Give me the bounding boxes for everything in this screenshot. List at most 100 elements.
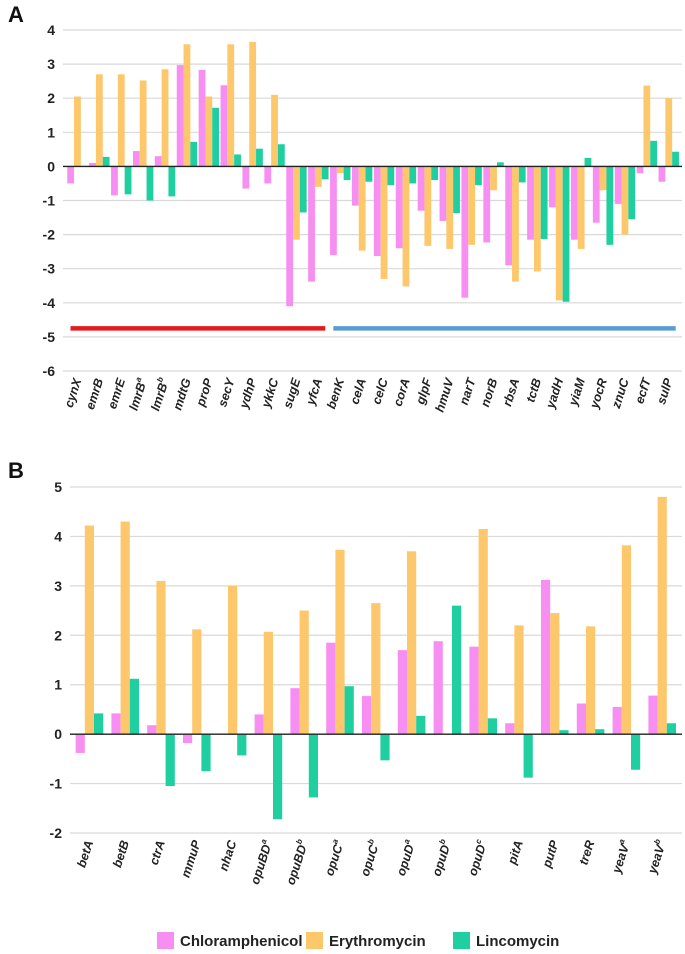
panel-a-chart: A-6-5-4-3-2-101234cynXemrBemrElmrBalmrBb… bbox=[8, 2, 682, 414]
bar-chloramphenicol-glpF bbox=[417, 166, 425, 211]
y-tick-label: -2 bbox=[43, 227, 56, 243]
bar-chloramphenicol-ecfT bbox=[636, 166, 644, 174]
bar-lincomycin-celA bbox=[365, 166, 373, 182]
x-tick-name: yiaM bbox=[566, 376, 588, 408]
bar-chloramphenicol-opuBD-a bbox=[254, 714, 264, 735]
x-tick-label: betB bbox=[110, 839, 132, 870]
y-tick-label: 2 bbox=[47, 90, 55, 106]
x-tick-name: narT bbox=[457, 375, 479, 406]
x-tick-label: benK bbox=[324, 376, 347, 411]
x-tick-superscript: a bbox=[330, 837, 340, 845]
bar-erythromycin-opuC-a bbox=[335, 549, 345, 735]
legend-label: Erythromycin bbox=[329, 933, 426, 950]
x-tick-label: opuBDa bbox=[246, 837, 275, 886]
bar-erythromycin-glpF bbox=[424, 166, 432, 246]
bar-lincomycin-tctB bbox=[540, 166, 548, 240]
panel-label: B bbox=[8, 458, 24, 483]
x-tick-name: opuC bbox=[322, 842, 345, 878]
x-tick-name: yeaV bbox=[645, 842, 668, 877]
x-tick-superscript: a bbox=[259, 837, 269, 845]
x-tick-name: opuC bbox=[358, 842, 381, 878]
x-tick-label: celC bbox=[369, 376, 391, 406]
bar-chloramphenicol-emrE bbox=[111, 166, 118, 196]
bar-chloramphenicol-yocR bbox=[592, 166, 600, 223]
x-tick-name: treR bbox=[576, 839, 597, 867]
y-tick-label: -2 bbox=[50, 825, 63, 841]
bar-chloramphenicol-opuD-b bbox=[433, 641, 443, 735]
x-tick-label: opuCa bbox=[320, 837, 347, 877]
x-tick-label: rbsA bbox=[500, 377, 522, 408]
bar-erythromycin-rbsA bbox=[512, 166, 519, 282]
y-tick-label: 0 bbox=[47, 158, 55, 174]
x-tick-name: ykkC bbox=[259, 376, 282, 411]
x-tick-name: hmuV bbox=[433, 375, 458, 414]
bar-erythromycin-narT bbox=[468, 166, 476, 245]
bar-lincomycin-betB bbox=[129, 678, 139, 735]
x-tick-label: lmrBa bbox=[125, 375, 151, 412]
x-tick-name: mdtG bbox=[170, 376, 193, 412]
bar-erythromycin-betB bbox=[120, 521, 130, 735]
bar-chloramphenicol-yeaV-b bbox=[648, 695, 658, 735]
x-tick-label: opuDa bbox=[392, 837, 419, 877]
x-tick-superscript: b bbox=[294, 838, 304, 846]
bar-erythromycin-opuD-c bbox=[478, 529, 488, 735]
bar-erythromycin-yeaV-b bbox=[657, 496, 667, 735]
bar-chloramphenicol-sugE bbox=[286, 166, 294, 307]
x-tick-superscript: b bbox=[652, 838, 662, 846]
bar-erythromycin-ykkC bbox=[271, 94, 278, 167]
bar-lincomycin-hmuV bbox=[453, 166, 460, 214]
bar-lincomycin-lmrB-a bbox=[146, 166, 154, 201]
x-tick-name: nhaC bbox=[216, 838, 239, 873]
x-tick-label: tctB bbox=[523, 377, 544, 404]
x-tick-name: putP bbox=[539, 838, 561, 870]
bar-erythromycin-putP bbox=[550, 613, 560, 735]
x-tick-label: emrB bbox=[83, 377, 106, 412]
x-tick-label: ctrA bbox=[147, 839, 168, 867]
legend-label: Lincomycin bbox=[476, 933, 559, 950]
x-tick-name: emrB bbox=[83, 377, 106, 412]
x-tick-superscript: c bbox=[473, 837, 483, 845]
x-tick-label: lmrBb bbox=[146, 376, 172, 413]
x-tick-name: benK bbox=[324, 376, 347, 411]
x-tick-label: znuC bbox=[609, 376, 632, 411]
y-tick-label: 4 bbox=[47, 22, 55, 38]
bar-lincomycin-sugE bbox=[299, 166, 307, 213]
x-tick-label: mmuP bbox=[179, 838, 204, 879]
x-tick-name: znuC bbox=[609, 376, 632, 411]
bar-chloramphenicol-emrB bbox=[89, 162, 96, 167]
x-tick-name: lmrB bbox=[148, 381, 170, 412]
x-tick-name: celA bbox=[348, 377, 369, 406]
bar-erythromycin-yfcA bbox=[314, 166, 322, 187]
bar-chloramphenicol-treR bbox=[576, 703, 586, 735]
bar-lincomycin-lmrB-b bbox=[168, 166, 176, 197]
bar-chloramphenicol-znuC bbox=[614, 166, 622, 204]
legend-label: Chloramphenicol bbox=[180, 933, 303, 950]
bar-erythromycin-proP bbox=[205, 96, 213, 167]
x-tick-label: pitA bbox=[505, 839, 526, 867]
legend-swatch-erythromycin bbox=[306, 932, 323, 949]
bar-lincomycin-treR bbox=[595, 729, 605, 735]
bar-erythromycin-hmuV bbox=[446, 166, 454, 249]
bar-lincomycin-betA bbox=[94, 713, 104, 735]
x-tick-superscript: b bbox=[155, 376, 165, 384]
bar-erythromycin-znuC bbox=[621, 166, 629, 235]
x-tick-superscript: a bbox=[133, 375, 143, 383]
y-tick-label: -4 bbox=[43, 295, 56, 311]
bar-erythromycin-betA bbox=[84, 525, 94, 735]
bar-lincomycin-opuBD-a bbox=[273, 734, 283, 820]
x-tick-label: ykkC bbox=[259, 376, 282, 411]
bar-chloramphenicol-putP bbox=[541, 579, 551, 735]
x-tick-label: yfcA bbox=[303, 377, 325, 408]
y-tick-label: -1 bbox=[50, 776, 63, 792]
bar-lincomycin-emrE bbox=[124, 166, 132, 195]
x-tick-superscript: a bbox=[402, 837, 412, 845]
y-tick-label: -1 bbox=[43, 193, 56, 209]
bar-chloramphenicol-betA bbox=[75, 734, 85, 753]
x-tick-label: proP bbox=[193, 376, 216, 409]
x-tick-name: sulP bbox=[654, 376, 676, 406]
y-tick-label: 1 bbox=[47, 124, 55, 140]
bar-chloramphenicol-opuC-a bbox=[326, 642, 336, 735]
x-tick-name: cynX bbox=[62, 376, 85, 409]
bar-lincomycin-opuC-b bbox=[380, 734, 390, 761]
